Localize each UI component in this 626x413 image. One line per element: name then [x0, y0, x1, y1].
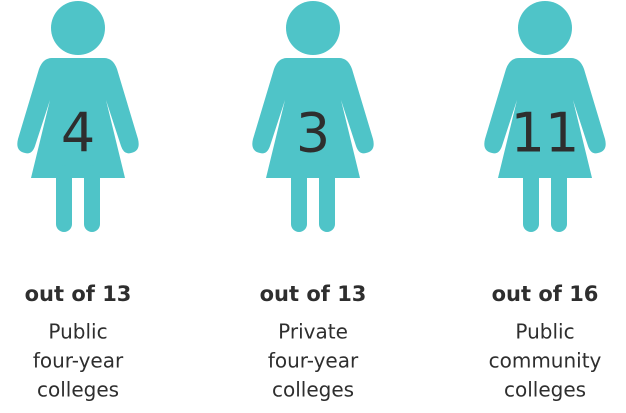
category-label: Private: [278, 320, 348, 344]
category-label: Public: [515, 320, 574, 344]
category-label: colleges: [272, 378, 354, 402]
category-label: four-year: [268, 349, 359, 373]
category-label: Public: [48, 320, 107, 344]
category-label: community: [489, 349, 602, 373]
count: 11: [511, 102, 580, 165]
total: out of 13: [260, 282, 367, 306]
woman-figure-group: 3 out of 13 Private four-year colleges: [252, 1, 374, 402]
woman-figure-group: 11 out of 16 Public community colleges: [484, 1, 606, 402]
figure-head: [286, 1, 340, 55]
category-label: four-year: [33, 349, 124, 373]
total: out of 16: [492, 282, 599, 306]
category-label: colleges: [37, 378, 119, 402]
figure-leg: [291, 165, 307, 232]
figure-body: [484, 58, 606, 178]
figure-body: [17, 58, 139, 178]
category-label: colleges: [504, 378, 586, 402]
count: 3: [296, 102, 330, 165]
figure-leg: [84, 165, 100, 232]
woman-figure-group: 4 out of 13 Public four-year colleges: [17, 1, 139, 402]
figure-leg: [56, 165, 72, 232]
figure-body: [252, 58, 374, 178]
figure-leg: [551, 165, 567, 232]
figure-head: [518, 1, 572, 55]
figure-leg: [523, 165, 539, 232]
count: 4: [61, 102, 95, 165]
figure-leg: [319, 165, 335, 232]
figure-head: [51, 1, 105, 55]
total: out of 13: [25, 282, 132, 306]
